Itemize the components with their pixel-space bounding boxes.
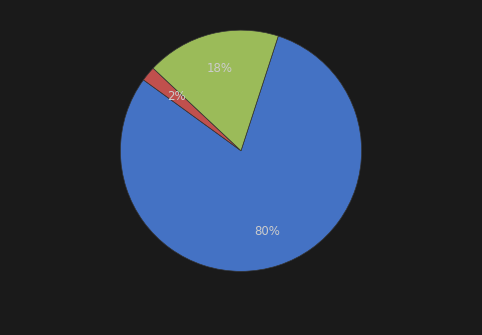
Wedge shape xyxy=(144,68,241,151)
Text: 2%: 2% xyxy=(167,90,185,104)
Wedge shape xyxy=(120,36,362,271)
Wedge shape xyxy=(153,30,278,151)
Text: 18%: 18% xyxy=(207,63,233,75)
Text: 80%: 80% xyxy=(254,224,280,238)
